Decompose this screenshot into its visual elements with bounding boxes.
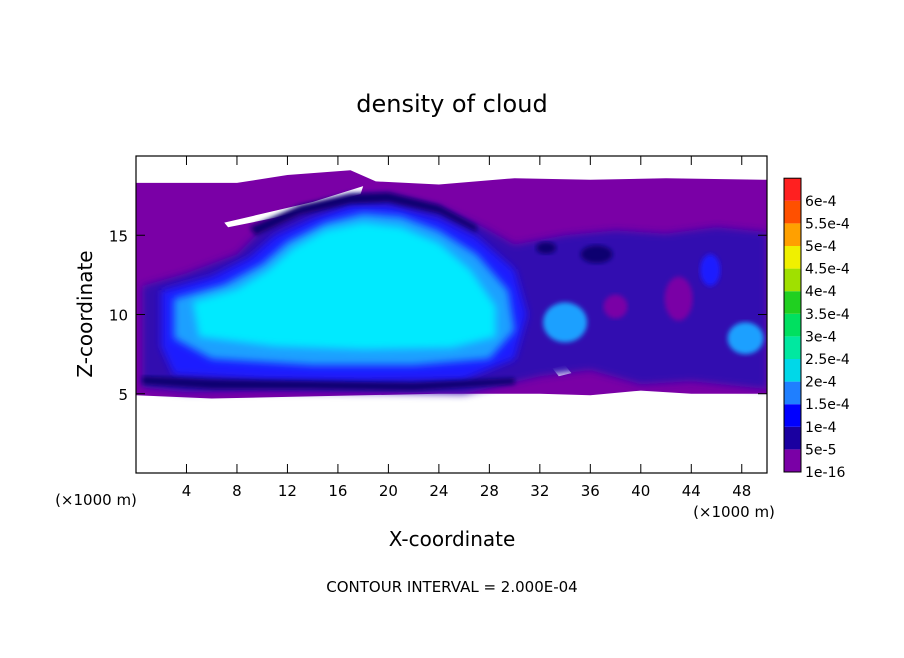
x-tick-label: 48: [732, 482, 751, 500]
colorbar-swatch: [784, 381, 801, 405]
x-axis-ticks: 4 8 12 16 20 24 28 32 36 40 44 48: [182, 156, 751, 500]
density-top-rim: [249, 192, 477, 236]
y-axis-label: Z-coordinate: [73, 250, 97, 377]
x-tick-label: 16: [328, 482, 347, 500]
y-unit-label: (×1000 m): [55, 491, 137, 509]
colorbar-swatch: [784, 449, 801, 472]
colorbar-swatch: [784, 200, 801, 224]
density-cell-right: [536, 241, 557, 254]
contour-interval-note: CONTOUR INTERVAL = 2.000E-04: [326, 578, 577, 596]
cloud-density-field: [136, 170, 767, 399]
colorbar-label: 2e-4: [805, 375, 837, 391]
x-tick-label: 44: [682, 482, 701, 500]
density-gap: [224, 186, 364, 228]
colorbar-label: 1e-4: [805, 420, 837, 436]
colorbar-label: 5.5e-4: [805, 216, 850, 232]
colorbar-swatch: [784, 246, 801, 269]
density-cell-right: [664, 276, 693, 321]
colorbar-label: 4e-4: [805, 284, 837, 300]
x-tick-label: 28: [480, 482, 499, 500]
colorbar-label: 6e-4: [805, 194, 837, 210]
colorbar: 1e-16 5e-5 1e-4 1.5e-4 2e-4 2.5e-4 3e-4 3.5e-4 4…: [783, 177, 850, 481]
x-tick-label: 4: [182, 482, 192, 500]
density-cell-right: [700, 254, 721, 287]
density-cell-right: [603, 294, 628, 319]
colorbar-label: 3.5e-4: [805, 307, 850, 323]
x-tick-label: 32: [530, 482, 549, 500]
colorbar-frame: [783, 177, 802, 473]
density-cell-right: [543, 302, 588, 343]
x-tick-label: 24: [429, 482, 448, 500]
colorbar-label: 3e-4: [805, 329, 837, 345]
x-tick-label: 8: [232, 482, 242, 500]
colorbar-swatch: [784, 336, 801, 359]
chart-title: density of cloud: [356, 90, 547, 118]
colorbar-swatch: [784, 359, 801, 382]
colorbar-swatch: [784, 178, 801, 201]
x-tick-label: 12: [278, 482, 297, 500]
colorbar-label: 5e-4: [805, 239, 837, 255]
colorbar-swatch: [784, 223, 801, 246]
colorbar-swatch: [784, 426, 801, 450]
colorbar-swatch: [784, 291, 801, 314]
density-cell-right: [727, 322, 764, 355]
y-tick-label: 5: [118, 386, 128, 404]
x-axis-label: X-coordinate: [389, 527, 516, 551]
x-unit-label: (×1000 m): [693, 503, 775, 521]
colorbar-swatch: [784, 404, 801, 427]
y-axis-ticks: 5 10 15: [109, 227, 767, 404]
x-tick-label: 20: [379, 482, 398, 500]
density-base-band: [142, 376, 515, 391]
y-tick-label: 15: [109, 227, 128, 245]
density-core-cyan: [192, 222, 496, 350]
colorbar-swatch: [784, 313, 801, 337]
colorbar-label: 1e-16: [805, 465, 845, 481]
x-tick-label: 40: [631, 482, 650, 500]
x-tick-label: 36: [581, 482, 600, 500]
colorbar-label: 4.5e-4: [805, 262, 850, 278]
colorbar-label: 2.5e-4: [805, 352, 850, 368]
colorbar-swatch: [784, 268, 801, 292]
y-tick-label: 10: [109, 307, 128, 325]
density-cell-right: [580, 245, 613, 264]
colorbar-label: 5e-5: [805, 442, 836, 458]
colorbar-label: 1.5e-4: [805, 397, 850, 413]
